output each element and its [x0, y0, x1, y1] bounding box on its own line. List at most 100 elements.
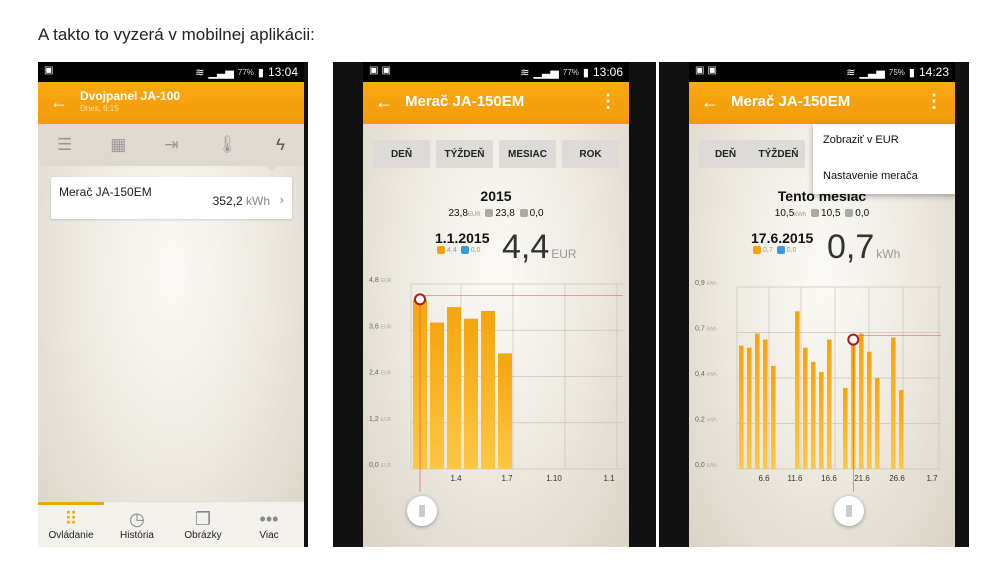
chart-bar[interactable] [843, 388, 848, 469]
keypad-icon[interactable]: ▦ [110, 135, 127, 154]
selected-high: 4,4 [447, 246, 457, 254]
category-tabs: ☰ ▦ ⇥ 🌡︎ ϟ [38, 124, 304, 166]
chart-scrubber-handle[interactable] [407, 496, 437, 526]
total-unit: EUR [467, 212, 481, 218]
back-arrow-icon[interactable]: ← [701, 92, 719, 112]
chart-bar[interactable] [827, 339, 832, 469]
selected-value: 0,7 kWh [827, 228, 901, 266]
menu-item-show-eur[interactable]: Zobraziť v EUR [823, 134, 899, 146]
phone-screenshot-2: ▣▣ ≋ ▁▃▅ 77% ▮ 13:06 ← Merač JA-150EM ⋮ … [333, 62, 656, 547]
nav-viac[interactable]: ••• Viac [236, 508, 302, 541]
app-bar: ← Merač JA-150EM ⋮ [689, 82, 955, 124]
selected-date: 17.6.2015 [751, 230, 814, 246]
thermometer-icon[interactable]: 🌡︎ [216, 135, 239, 154]
chart-bar[interactable] [795, 311, 800, 469]
consumption-chart-month[interactable]: 0,9 kWh 0,7 kWh 0,4 kWh 0,2 kWh 0,0 kWh 6.6 11.6 16.… [689, 272, 955, 492]
x-tick-label: 16.6 [821, 474, 837, 483]
chart-bar[interactable] [430, 322, 444, 469]
menu-item-meter-settings[interactable]: Nastavenie merača [823, 170, 918, 182]
signal-icon: ▁▃▅ [533, 66, 559, 79]
wifi-icon: ≋ [520, 66, 530, 79]
chart-bar[interactable] [859, 333, 864, 469]
high-tariff-icon [811, 209, 820, 218]
y-tick-label: 0,0 EUR [369, 462, 392, 469]
chart-bar[interactable] [771, 365, 776, 469]
high-tariff-icon [753, 246, 761, 254]
overflow-menu: Zobraziť v EUR Nastavenie merača [813, 124, 955, 194]
chart-bar[interactable] [763, 339, 768, 469]
page-heading: A takto to vyzerá v mobilnej aplikácii: [38, 25, 315, 44]
chart-scrubber-handle[interactable] [834, 496, 864, 526]
y-tick-label: 0,9 kWh [695, 280, 717, 287]
selected-value: 4,4 EUR [502, 228, 577, 266]
content-background [363, 124, 629, 547]
chart-bar[interactable] [811, 361, 816, 469]
chart-bar[interactable] [803, 347, 808, 469]
period-day-button[interactable]: DEŇ [373, 140, 430, 168]
battery-icon: ▮ [908, 66, 915, 79]
images-icon: ❐ [194, 509, 212, 529]
low-tariff-value: 0,0 [855, 208, 870, 219]
battery-icon: ▮ [257, 66, 264, 79]
period-year-button[interactable]: ROK [562, 140, 619, 168]
nav-obrazky[interactable]: ❐ Obrázky [170, 508, 236, 541]
chart-bar[interactable] [739, 345, 744, 469]
x-tick-label: 1.7 [926, 474, 938, 483]
notification-icons: ▣ [44, 65, 57, 76]
battery-icon: ▮ [582, 66, 589, 79]
consumption-chart-year[interactable]: 4,8 EUR 3,6 EUR 2,4 EUR 1,2 EUR 0,0 EUR 1.4 1.7 1.10… [363, 272, 629, 492]
clock: 14:23 [918, 65, 949, 79]
period-week-button[interactable]: TÝŽDEŇ [752, 140, 805, 168]
device-subtitle: Dnes, 6:15 [80, 104, 119, 113]
chart-bar[interactable] [899, 390, 904, 469]
chart-bar[interactable] [447, 307, 461, 469]
nav-label: História [120, 530, 154, 541]
lightning-icon[interactable]: ϟ [276, 135, 286, 154]
device-title: Dvojpanel JA-100 [80, 89, 181, 103]
chart-bar[interactable] [464, 318, 478, 469]
chart-bar[interactable] [747, 347, 752, 469]
nav-historia[interactable]: ◷ História [104, 508, 170, 541]
period-day-button[interactable]: DEŇ [699, 140, 752, 168]
y-tick-label: 1,2 EUR [369, 416, 392, 423]
chart-bar[interactable] [481, 310, 495, 469]
status-bar: ▣ ≋ ▁▃▅ 77% ▮ 13:04 [38, 62, 304, 82]
exit-icon[interactable]: ⇥ [164, 135, 179, 154]
y-tick-label: 4,8 EUR [369, 277, 392, 284]
low-tariff-icon [519, 209, 528, 218]
chart-bar[interactable] [755, 333, 760, 469]
x-tick-label: 11.6 [788, 474, 804, 483]
selected-point-marker[interactable] [414, 293, 426, 306]
back-arrow-icon[interactable]: ← [50, 92, 68, 112]
low-tariff-icon [460, 246, 469, 254]
more-dots-icon: ••• [259, 509, 279, 529]
meter-title: Merač JA-150EM [405, 93, 525, 110]
selected-point-marker[interactable] [847, 333, 860, 346]
x-tick-label: 1.1 [603, 474, 615, 483]
period-week-button[interactable]: TÝŽDEŇ [436, 140, 493, 168]
chart-bar[interactable] [891, 337, 896, 469]
overflow-menu-icon[interactable]: ⋮ [925, 91, 943, 111]
status-bar: ▣▣ ≋ ▁▃▅ 75% ▮ 14:23 [689, 62, 955, 82]
x-tick-label: 21.6 [854, 474, 870, 483]
chart-bar[interactable] [867, 351, 872, 469]
x-tick-label: 1.10 [546, 474, 562, 483]
selected-high: 0,7 [763, 246, 773, 254]
chart-bar[interactable] [875, 378, 880, 469]
phone-screenshot-1: ▣ ≋ ▁▃▅ 77% ▮ 13:04 ← Dvojpanel JA-100 D… [38, 62, 308, 547]
chart-bar[interactable] [498, 353, 512, 469]
notification-icons: ▣▣ [695, 65, 720, 76]
chart-bar[interactable] [819, 371, 824, 469]
list-icon[interactable]: ☰ [56, 135, 73, 154]
back-arrow-icon[interactable]: ← [375, 92, 393, 112]
phone-screenshot-3: ▣▣ ≋ ▁▃▅ 75% ▮ 14:23 ← Merač JA-150EM ⋮ … [659, 62, 969, 547]
meter-list-item[interactable]: Merač JA-150EM 352,2 kWh › [51, 177, 292, 219]
meter-name: Merač JA-150EM [59, 185, 152, 199]
nav-ovladanie[interactable]: ⠿ Ovládanie [38, 508, 104, 541]
status-bar: ▣▣ ≋ ▁▃▅ 77% ▮ 13:06 [363, 62, 629, 82]
high-tariff-icon [437, 246, 445, 254]
overflow-menu-icon[interactable]: ⋮ [599, 91, 617, 111]
meter-title: Merač JA-150EM [731, 93, 851, 110]
period-month-button[interactable]: MESIAC [499, 140, 556, 168]
nav-label: Obrázky [184, 530, 222, 541]
